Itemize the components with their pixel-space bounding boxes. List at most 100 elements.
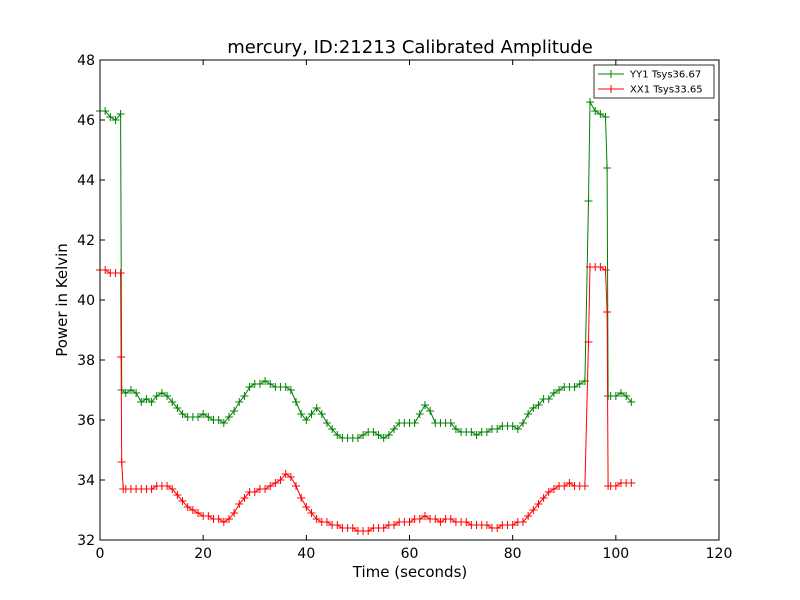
data-point: [555, 386, 564, 394]
data-point: [603, 164, 612, 172]
data-point: [369, 428, 378, 436]
y-tick-label: 34: [77, 473, 95, 489]
data-point: [178, 410, 187, 418]
data-point: [302, 416, 311, 424]
data-point: [173, 491, 182, 499]
data-point: [224, 515, 233, 523]
data-point: [286, 473, 295, 481]
data-point: [255, 380, 264, 388]
data-point: [204, 512, 213, 520]
data-point: [261, 485, 270, 493]
x-tick-label: 100: [602, 546, 629, 562]
data-point: [513, 425, 522, 433]
data-point: [132, 389, 141, 397]
data-point: [601, 266, 610, 274]
series-2: [96, 263, 636, 535]
y-tick-label: 38: [77, 353, 95, 369]
data-point: [297, 494, 306, 502]
data-point: [168, 398, 177, 406]
series-1: [96, 98, 636, 442]
data-point: [586, 98, 595, 106]
data-point: [467, 428, 476, 436]
data-point: [333, 521, 342, 529]
data-point: [302, 503, 311, 511]
data-point: [224, 413, 233, 421]
data-point: [622, 392, 631, 400]
data-point: [168, 485, 177, 493]
y-tick-label: 32: [77, 533, 95, 549]
data-point: [204, 413, 213, 421]
data-point: [493, 425, 502, 433]
x-tick-label: 120: [706, 546, 733, 562]
data-point: [518, 419, 527, 427]
data-point: [245, 383, 254, 391]
legend-marker: [607, 85, 615, 93]
data-point: [524, 512, 533, 520]
y-tick-label: 40: [77, 293, 95, 309]
data-point: [364, 527, 373, 535]
data-point: [596, 110, 605, 118]
data-point: [431, 515, 440, 523]
data-point: [534, 401, 543, 409]
data-point: [415, 410, 424, 418]
series-layer: [96, 98, 636, 535]
x-tick-label: 40: [297, 546, 315, 562]
y-axis-label: Power in Kelvin: [53, 243, 71, 357]
data-point: [250, 488, 259, 496]
data-point: [152, 392, 161, 400]
legend-entry: YY1 Tsys36.67: [598, 70, 701, 81]
data-point: [230, 509, 239, 517]
data-point: [183, 503, 192, 511]
data-point: [219, 419, 228, 427]
data-point: [157, 389, 166, 397]
data-point: [508, 422, 517, 430]
data-point: [266, 482, 275, 490]
data-point: [534, 500, 543, 508]
data-point: [235, 398, 244, 406]
data-point: [529, 506, 538, 514]
data-point: [518, 518, 527, 526]
data-point: [627, 398, 636, 406]
data-point: [281, 470, 290, 478]
data-point: [307, 509, 316, 517]
data-point: [147, 398, 156, 406]
y-tick-label: 46: [77, 113, 95, 129]
data-point: [348, 524, 357, 532]
data-point: [147, 485, 156, 493]
data-point: [173, 404, 182, 412]
data-point: [312, 404, 321, 412]
data-point: [410, 419, 419, 427]
x-axis-label: Time (seconds): [352, 563, 468, 581]
data-point: [379, 434, 388, 442]
data-point: [116, 110, 125, 118]
data-point: [482, 428, 491, 436]
data-point: [472, 431, 481, 439]
legend-box: [593, 64, 715, 99]
data-point: [451, 425, 460, 433]
data-point: [616, 389, 625, 397]
data-point: [292, 398, 301, 406]
data-point: [307, 410, 316, 418]
data-point: [106, 113, 115, 121]
data-point: [240, 494, 249, 502]
data-point: [446, 419, 455, 427]
data-point: [194, 509, 203, 517]
data-point: [261, 377, 270, 385]
data-point: [580, 482, 589, 490]
legend-entry: XX1 Tsys33.65: [598, 85, 703, 96]
data-point: [322, 419, 331, 427]
data-point: [178, 497, 187, 505]
data-point: [116, 269, 125, 277]
data-point: [117, 353, 126, 361]
data-point: [292, 482, 301, 490]
data-point: [627, 479, 636, 487]
data-point: [611, 482, 620, 490]
data-point: [101, 266, 110, 274]
data-point: [446, 515, 455, 523]
legend-marker: [607, 70, 615, 78]
data-point: [317, 410, 326, 418]
data-point: [508, 521, 517, 529]
data-point: [596, 263, 605, 271]
